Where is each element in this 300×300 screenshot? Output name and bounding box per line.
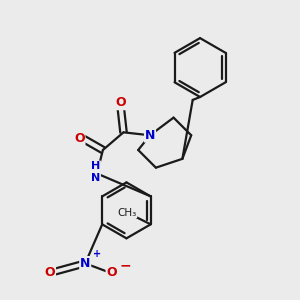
Text: O: O	[106, 266, 117, 279]
Text: O: O	[74, 132, 85, 145]
Text: CH₃: CH₃	[118, 208, 137, 218]
Text: O: O	[45, 266, 55, 279]
Text: H
N: H N	[91, 161, 100, 183]
Text: N: N	[145, 129, 155, 142]
Text: −: −	[119, 258, 131, 272]
Text: +: +	[93, 250, 101, 260]
Text: O: O	[115, 96, 126, 110]
Text: N: N	[80, 257, 90, 270]
